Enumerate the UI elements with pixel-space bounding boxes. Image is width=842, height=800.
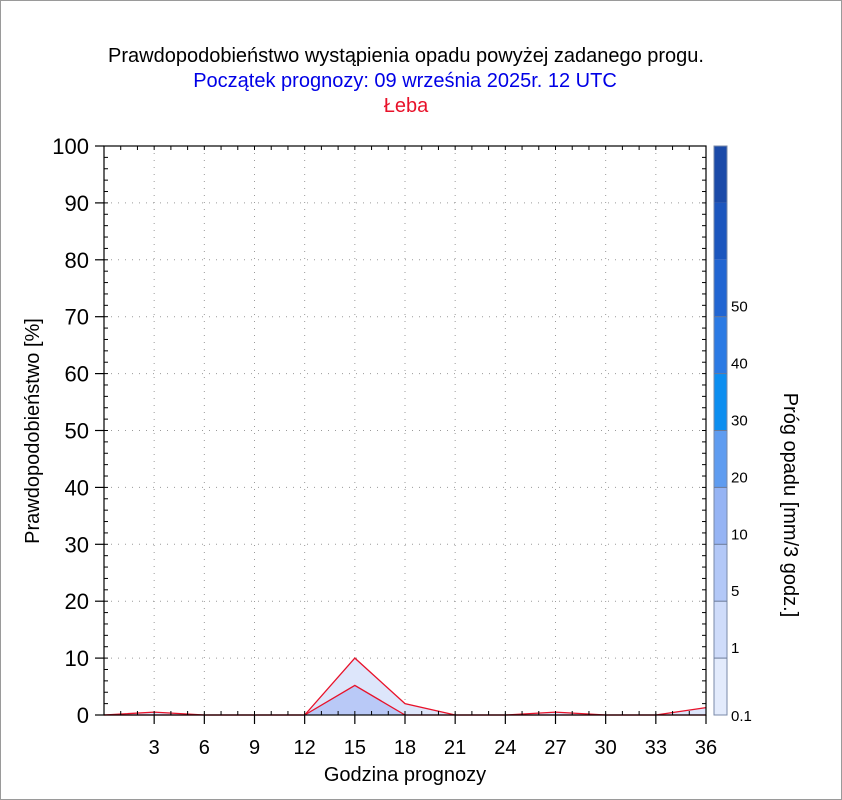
- colorbar-tick-label: 5: [731, 583, 739, 600]
- x-tick-label: 9: [249, 737, 260, 759]
- x-tick-label: 3: [149, 737, 160, 759]
- x-tick-label: 12: [294, 737, 316, 759]
- y-tick-label: 80: [65, 248, 89, 273]
- colorbar: 0.1 1 5 10 20 30 40 50: [713, 145, 752, 725]
- colorbar-segment: [714, 487, 727, 545]
- x-tick-label: 27: [544, 737, 566, 759]
- y-tick-label: 50: [65, 419, 89, 444]
- forecast-start-subtitle: Początek prognozy: 09 września 2025r. 12…: [193, 70, 617, 92]
- y-tick-label: 20: [65, 589, 89, 614]
- y-tick-label: 100: [52, 134, 89, 159]
- x-axis-label: Godzina prognozy: [324, 764, 486, 786]
- series-area-0.1: [104, 658, 706, 715]
- colorbar-tick-label: 50: [731, 299, 748, 316]
- plot-area: 3 6 9 12 15 18 21 24 27 30 33 360102030405060708090…: [52, 134, 717, 759]
- colorbar-segment: [714, 601, 727, 659]
- y-tick-label: 0: [77, 703, 89, 728]
- colorbar-tick-label: 20: [731, 469, 748, 486]
- colorbar-tick-label: 10: [731, 526, 748, 543]
- y-tick-label: 10: [65, 646, 89, 671]
- x-tick-label: 24: [494, 737, 516, 759]
- colorbar-tick-label: 30: [731, 413, 748, 430]
- colorbar-label: Próg opadu [mm/3 godz.]: [779, 393, 801, 618]
- colorbar-segment: [714, 146, 727, 203]
- colorbar-tick-label: 0.1: [731, 708, 752, 725]
- colorbar-segment: [714, 373, 727, 431]
- colorbar-segment: [714, 316, 727, 374]
- x-tick-label: 30: [595, 737, 617, 759]
- colorbar-segment: [714, 658, 727, 715]
- y-tick-label: 30: [65, 532, 89, 557]
- colorbar-segment: [714, 430, 727, 488]
- x-tick-label: 15: [344, 737, 366, 759]
- y-tick-label: 90: [65, 191, 89, 216]
- chart-title: Prawdopodobieństwo wystąpienia opadu pow…: [108, 45, 704, 67]
- y-tick-label: 70: [65, 305, 89, 330]
- x-tick-label: 6: [199, 737, 210, 759]
- y-axis-label: Prawdopodobieństwo [%]: [22, 318, 44, 544]
- colorbar-segment: [714, 544, 727, 602]
- colorbar-tick-label: 1: [731, 640, 739, 657]
- x-tick-label: 33: [645, 737, 667, 759]
- y-tick-label: 60: [65, 362, 89, 387]
- colorbar-segment: [714, 202, 727, 260]
- x-tick-label: 18: [394, 737, 416, 759]
- x-tick-label: 21: [444, 737, 466, 759]
- colorbar-segment: [714, 259, 727, 317]
- location-label: Łeba: [384, 95, 429, 117]
- colorbar-tick-label: 40: [731, 356, 748, 373]
- x-tick-label: 36: [695, 737, 717, 759]
- y-tick-label: 40: [65, 475, 89, 500]
